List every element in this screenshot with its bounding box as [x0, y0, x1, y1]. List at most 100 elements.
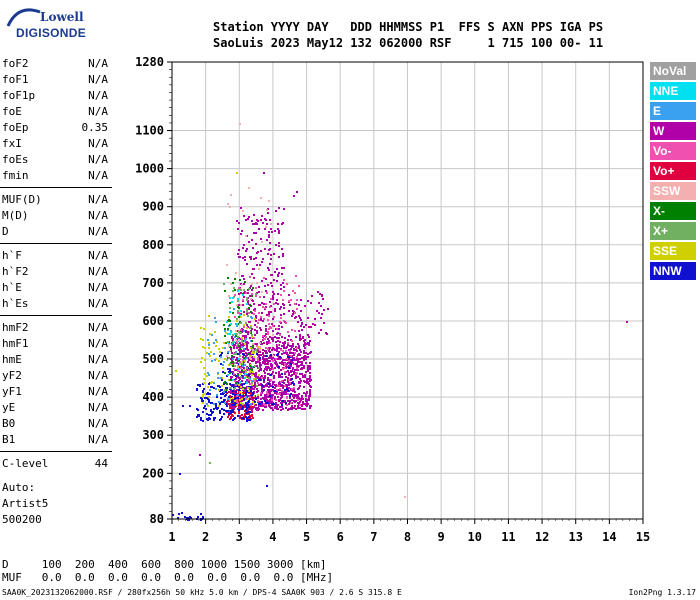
echo-point — [310, 326, 312, 328]
echo-point — [289, 350, 291, 352]
echo-point — [284, 367, 286, 369]
echo-point — [265, 336, 267, 338]
echo-point — [237, 310, 239, 312]
echo-point — [292, 345, 294, 347]
echo-point — [253, 358, 255, 360]
y-tick-label: 600 — [142, 314, 164, 328]
echo-point — [202, 516, 204, 518]
echo-point — [244, 364, 246, 366]
echo-point — [239, 361, 241, 363]
echo-point — [261, 312, 263, 314]
echo-point — [255, 243, 257, 245]
echo-point — [303, 340, 305, 342]
echo-point — [229, 302, 231, 304]
echo-point — [240, 367, 242, 369]
echo-point — [272, 325, 274, 327]
echo-point — [297, 361, 299, 363]
echo-point — [221, 401, 223, 403]
echo-point — [206, 403, 208, 405]
echo-point — [260, 250, 262, 252]
echo-point — [281, 345, 283, 347]
echo-point — [279, 406, 281, 408]
echo-point — [247, 349, 249, 351]
echo-point — [244, 360, 246, 362]
echo-point — [276, 346, 278, 348]
echo-point — [250, 392, 252, 394]
echo-point — [296, 367, 298, 369]
echo-point — [267, 363, 269, 365]
autoscaling-info: Auto: Artist5 500200 — [2, 480, 48, 528]
echo-point — [277, 332, 279, 334]
echo-point — [276, 328, 278, 330]
x-tick-label: 5 — [303, 530, 310, 544]
echo-point — [269, 263, 271, 265]
echo-point — [280, 317, 282, 319]
echo-point — [230, 323, 232, 325]
echo-point — [301, 329, 303, 331]
echo-point — [281, 376, 283, 378]
echo-point — [252, 300, 254, 302]
echo-point — [292, 313, 294, 315]
echo-point — [238, 377, 240, 379]
echo-point — [224, 372, 226, 374]
echo-point — [229, 363, 231, 365]
echo-point — [248, 321, 250, 323]
echo-point — [241, 341, 243, 343]
echo-point — [299, 407, 301, 409]
echo-point — [216, 396, 218, 398]
param-name: hmF1 — [2, 337, 29, 350]
echo-point — [251, 382, 253, 384]
echo-point — [294, 330, 296, 332]
echo-point — [239, 391, 241, 393]
echo-point — [289, 304, 291, 306]
echo-point — [290, 355, 292, 357]
echo-point — [287, 354, 289, 356]
echo-point — [309, 367, 311, 369]
echo-point — [248, 377, 250, 379]
echo-point — [317, 291, 319, 293]
echo-point — [309, 391, 311, 393]
echo-point — [200, 338, 202, 340]
echo-point — [241, 363, 243, 365]
echo-point — [240, 292, 242, 294]
param-value: N/A — [88, 265, 108, 278]
echo-point — [238, 358, 240, 360]
echo-point — [221, 379, 223, 381]
echo-point — [320, 317, 322, 319]
echo-point — [247, 411, 249, 413]
echo-point — [321, 313, 323, 315]
echo-point — [253, 277, 255, 279]
echo-point — [268, 383, 270, 385]
echo-point — [249, 368, 251, 370]
echo-point — [227, 333, 229, 335]
echo-point — [304, 376, 306, 378]
echo-point — [245, 373, 247, 375]
echo-point — [277, 396, 279, 398]
echo-point — [274, 367, 276, 369]
echo-point — [289, 352, 291, 354]
echo-point — [292, 395, 294, 397]
echo-point — [240, 329, 242, 331]
echo-point — [256, 282, 258, 284]
echo-point — [237, 353, 239, 355]
echo-point — [252, 406, 254, 408]
echo-point — [257, 348, 259, 350]
echo-point — [261, 388, 263, 390]
echo-point — [209, 389, 211, 391]
echo-point — [305, 398, 307, 400]
echo-point — [283, 382, 285, 384]
echo-point — [301, 373, 303, 375]
echo-point — [285, 402, 287, 404]
echo-point — [261, 384, 263, 386]
echo-point — [280, 397, 282, 399]
echo-point — [307, 369, 309, 371]
echo-point — [238, 222, 240, 224]
echo-point — [251, 239, 253, 241]
echo-point — [306, 401, 308, 403]
y-tick-label: 700 — [142, 276, 164, 290]
echo-point — [249, 256, 251, 258]
echo-point — [234, 365, 236, 367]
echo-point — [263, 398, 265, 400]
echo-point — [241, 408, 243, 410]
plot-axes: 1 2 3 4 5 6 7 8 9 10 11 12 13 14 158020030040050060070… — [135, 55, 650, 544]
